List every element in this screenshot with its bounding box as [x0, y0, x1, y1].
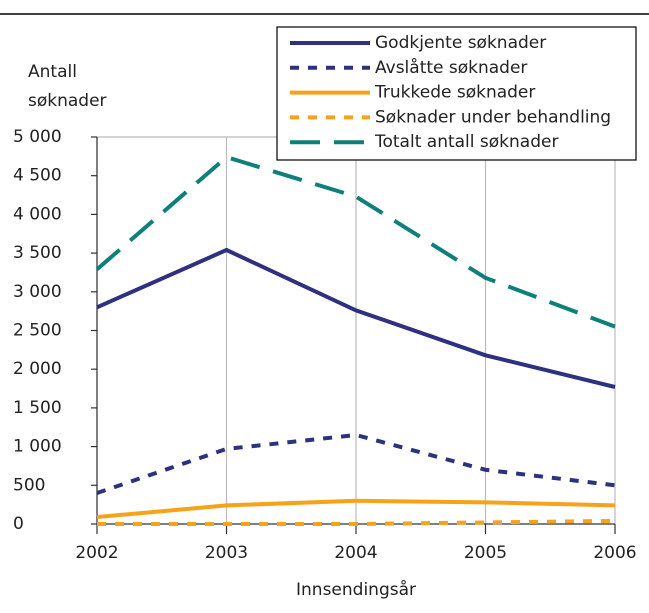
y-tick-label: 5 000	[13, 127, 62, 147]
x-tick-label: 2004	[334, 543, 377, 563]
y-axis-label: Antall	[28, 62, 77, 82]
series-line	[95, 154, 616, 329]
x-tick-label: 2002	[75, 543, 118, 563]
legend-label: Trukkede søknader	[374, 83, 535, 103]
legend-label: Totalt antall søknader	[374, 132, 558, 152]
x-tick-label: 2006	[593, 543, 636, 563]
x-axis-label: Innsendingsår	[296, 579, 416, 600]
series-line	[96, 247, 616, 389]
y-tick-label: 4 000	[13, 204, 62, 224]
y-tick-label: 2 500	[13, 321, 62, 341]
y-tick-label: 1 500	[13, 398, 62, 418]
y-tick-label: 2 000	[13, 359, 62, 379]
legend-label: Søknader under behandling	[375, 107, 611, 127]
legend-label: Avslåtte søknader	[375, 57, 527, 78]
legend-label: Godkjente søknader	[375, 33, 546, 53]
y-tick-label: 1 000	[13, 437, 62, 457]
y-tick-label: 0	[13, 514, 24, 534]
y-tick-label: 3 500	[13, 243, 62, 263]
series-line	[97, 518, 616, 526]
x-tick-label: 2005	[464, 543, 507, 563]
series-line	[96, 432, 616, 495]
y-tick-label: 4 500	[13, 166, 62, 186]
series-line	[96, 498, 616, 520]
y-axis-label: søknader	[28, 91, 107, 111]
y-tick-label: 500	[13, 475, 45, 495]
x-tick-label: 2003	[205, 543, 248, 563]
y-tick-label: 3 000	[13, 282, 62, 302]
